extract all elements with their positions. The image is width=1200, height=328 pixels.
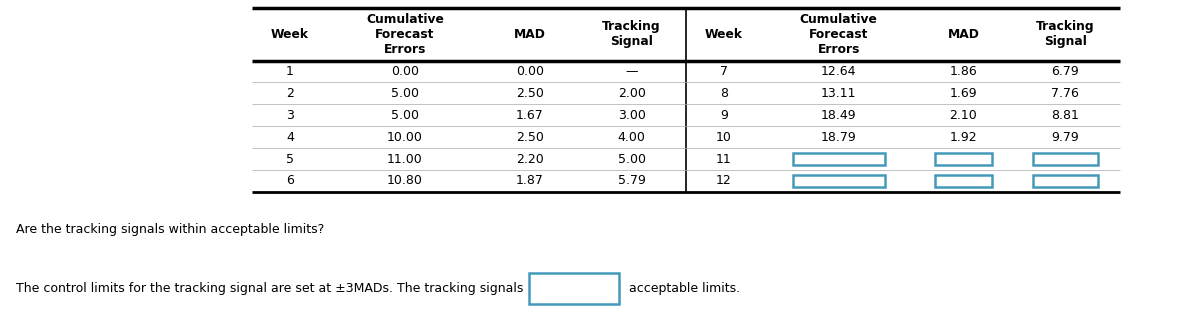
Bar [935, 174, 992, 187]
Text: 7: 7 [720, 65, 727, 78]
Text: 11.00: 11.00 [388, 153, 422, 166]
Text: 12: 12 [716, 174, 732, 187]
Text: 11: 11 [716, 153, 732, 166]
Text: 2.00: 2.00 [618, 87, 646, 100]
Bar [792, 174, 884, 187]
Text: 10: 10 [716, 131, 732, 144]
Text: 1.86: 1.86 [949, 65, 977, 78]
Text: 18.79: 18.79 [821, 131, 857, 144]
Text: Tracking
Signal: Tracking Signal [602, 20, 661, 48]
Text: 3.00: 3.00 [618, 109, 646, 122]
Bar [1033, 153, 1098, 165]
Text: Week: Week [704, 28, 743, 41]
Text: 13.11: 13.11 [821, 87, 857, 100]
Text: 2.10: 2.10 [949, 109, 977, 122]
Text: Cumulative
Forecast
Errors: Cumulative Forecast Errors [799, 13, 877, 56]
Text: 1.92: 1.92 [949, 131, 977, 144]
Text: 2.50: 2.50 [516, 87, 544, 100]
Text: 0.00: 0.00 [516, 65, 544, 78]
Text: 9.79: 9.79 [1051, 131, 1079, 144]
Text: 2: 2 [286, 87, 294, 100]
Text: 18.49: 18.49 [821, 109, 857, 122]
Text: 8.81: 8.81 [1051, 109, 1079, 122]
Bar [1033, 174, 1098, 187]
Text: 1: 1 [286, 65, 294, 78]
Text: acceptable limits.: acceptable limits. [629, 282, 739, 295]
Text: 1.67: 1.67 [516, 109, 544, 122]
Bar [529, 273, 619, 304]
Text: 1.69: 1.69 [949, 87, 977, 100]
Text: 5: 5 [286, 153, 294, 166]
Text: 5.00: 5.00 [391, 109, 419, 122]
Bar [792, 153, 884, 165]
Text: 5.00: 5.00 [618, 153, 646, 166]
Text: MAD: MAD [948, 28, 979, 41]
Text: 4: 4 [286, 131, 294, 144]
Text: The control limits for the tracking signal are set at ±3MADs. The tracking signa: The control limits for the tracking sign… [16, 282, 523, 295]
Text: 5.00: 5.00 [391, 87, 419, 100]
Text: 10.80: 10.80 [386, 174, 422, 187]
Text: MAD: MAD [514, 28, 546, 41]
Text: 2.20: 2.20 [516, 153, 544, 166]
Text: —: — [625, 65, 638, 78]
Text: 0.00: 0.00 [391, 65, 419, 78]
Text: 3: 3 [286, 109, 294, 122]
Text: 10.00: 10.00 [386, 131, 422, 144]
Text: 8: 8 [720, 87, 727, 100]
Text: 12.64: 12.64 [821, 65, 857, 78]
Text: 2.50: 2.50 [516, 131, 544, 144]
Text: 7.76: 7.76 [1051, 87, 1079, 100]
Text: Tracking
Signal: Tracking Signal [1036, 20, 1094, 48]
Text: 1.87: 1.87 [516, 174, 544, 187]
Text: 6.79: 6.79 [1051, 65, 1079, 78]
Text: 4.00: 4.00 [618, 131, 646, 144]
Text: 5.79: 5.79 [618, 174, 646, 187]
Text: 9: 9 [720, 109, 727, 122]
Text: 6: 6 [286, 174, 294, 187]
Bar [935, 153, 992, 165]
Text: Week: Week [271, 28, 308, 41]
Text: Cumulative
Forecast
Errors: Cumulative Forecast Errors [366, 13, 444, 56]
Text: Are the tracking signals within acceptable limits?: Are the tracking signals within acceptab… [16, 223, 324, 236]
Text: ▼: ▼ [600, 284, 607, 294]
